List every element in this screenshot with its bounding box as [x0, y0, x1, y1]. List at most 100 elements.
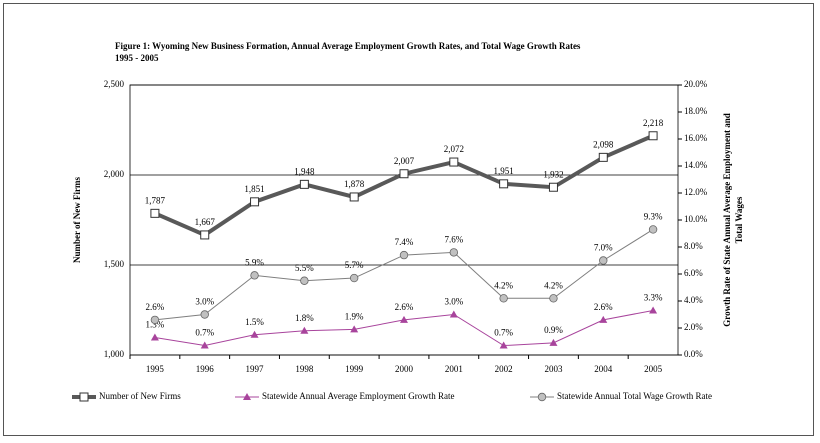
x-tick-label: 2004	[594, 364, 613, 374]
data-label: 3.3%	[644, 293, 663, 303]
data-label: 0.7%	[494, 328, 513, 338]
marker	[200, 230, 210, 240]
marker	[599, 256, 608, 265]
marker	[400, 315, 408, 323]
legend-label: Statewide Annual Average Employment Grow…	[262, 391, 455, 401]
marker	[648, 131, 658, 141]
data-label: 7.6%	[444, 234, 463, 244]
data-label: 1,787	[145, 195, 166, 205]
marker	[243, 393, 251, 400]
marker	[449, 310, 458, 318]
x-tick-label: 2002	[495, 364, 513, 374]
y2-tick-label: 10.0%	[684, 214, 708, 224]
data-label: 1,851	[244, 184, 264, 194]
x-tick-label: 1997	[246, 364, 265, 374]
marker	[79, 392, 89, 402]
marker	[499, 341, 508, 349]
x-tick-label: 2001	[445, 364, 463, 374]
marker	[299, 179, 309, 189]
legend-label: Number of New Firms	[99, 391, 181, 401]
chart-title: 1995 - 2005	[115, 53, 159, 63]
y2-tick-label: 16.0%	[684, 133, 708, 143]
y2-tick-label: 8.0%	[684, 241, 703, 251]
marker	[449, 248, 459, 257]
data-label: 9.3%	[644, 212, 663, 222]
marker	[648, 225, 658, 234]
marker	[499, 294, 508, 303]
plot-border	[129, 84, 679, 356]
data-label: 2,218	[643, 118, 664, 128]
marker	[399, 250, 409, 260]
marker	[150, 208, 160, 218]
data-label: 5.9%	[245, 257, 264, 267]
data-label: 7.4%	[395, 237, 414, 247]
y-axis-title: Number of New Firms	[72, 176, 82, 263]
data-label: 1.3%	[146, 320, 165, 330]
data-label: 2,072	[444, 144, 464, 154]
x-tick-label: 2005	[644, 364, 663, 374]
data-label: 4.2%	[544, 280, 563, 290]
data-label: 5.5%	[295, 263, 314, 273]
x-tick-label: 1999	[345, 364, 364, 374]
marker	[350, 325, 359, 333]
y2-axis-title: Total Wages	[734, 196, 744, 243]
marker	[250, 330, 259, 338]
data-label: 2,007	[394, 156, 415, 166]
marker	[499, 179, 509, 189]
marker	[649, 306, 658, 314]
marker	[250, 271, 259, 280]
marker	[300, 276, 309, 285]
y-tick-label: 2,500	[104, 79, 125, 89]
data-label: 7.0%	[594, 243, 613, 253]
data-label: 1,878	[344, 179, 365, 189]
data-label: 3.0%	[195, 297, 214, 307]
data-label: 1,948	[294, 166, 315, 176]
data-label: 1.8%	[295, 313, 314, 323]
x-tick-label: 1998	[295, 364, 314, 374]
y2-tick-label: 12.0%	[684, 187, 708, 197]
marker	[200, 310, 209, 319]
data-label: 1.9%	[345, 311, 364, 321]
y2-tick-label: 6.0%	[684, 268, 703, 278]
x-tick-label: 2003	[544, 364, 563, 374]
x-tick-label: 1995	[146, 364, 165, 374]
marker	[150, 333, 159, 341]
marker	[349, 192, 359, 202]
y2-axis-title: Growth Rate of State Annual Average Empl…	[722, 113, 732, 326]
data-label: 1,951	[494, 166, 514, 176]
x-tick-label: 2000	[395, 364, 414, 374]
marker	[598, 152, 608, 162]
marker	[300, 326, 309, 334]
marker	[449, 157, 459, 167]
data-label: 1,667	[195, 217, 216, 227]
data-label: 2.6%	[395, 302, 414, 312]
y2-tick-label: 18.0%	[684, 106, 708, 116]
data-label: 0.7%	[195, 328, 214, 338]
marker	[548, 182, 558, 192]
marker	[250, 197, 260, 207]
data-label: 2.6%	[146, 302, 165, 312]
data-label: 0.9%	[544, 325, 563, 335]
data-label: 1,932	[543, 169, 563, 179]
marker	[150, 315, 160, 325]
marker	[549, 338, 558, 346]
marker	[399, 169, 409, 179]
marker	[599, 315, 608, 323]
data-label: 4.2%	[494, 280, 513, 290]
legend-label: Statewide Annual Total Wage Growth Rate	[557, 391, 712, 401]
data-label: 2.6%	[594, 302, 613, 312]
marker	[200, 341, 209, 349]
marker	[349, 273, 359, 283]
y2-tick-label: 4.0%	[684, 295, 703, 305]
y-tick-label: 2,000	[104, 169, 125, 179]
y2-tick-label: 2.0%	[684, 322, 703, 332]
y2-tick-label: 0.0%	[684, 349, 703, 359]
y2-tick-label: 14.0%	[684, 160, 708, 170]
y2-tick-label: 20.0%	[684, 79, 708, 89]
data-label: 3.0%	[444, 297, 463, 307]
data-label: 1.5%	[245, 317, 264, 327]
x-tick-label: 1996	[196, 364, 215, 374]
data-label: 2,098	[593, 139, 614, 149]
data-label: 5.7%	[345, 260, 364, 270]
